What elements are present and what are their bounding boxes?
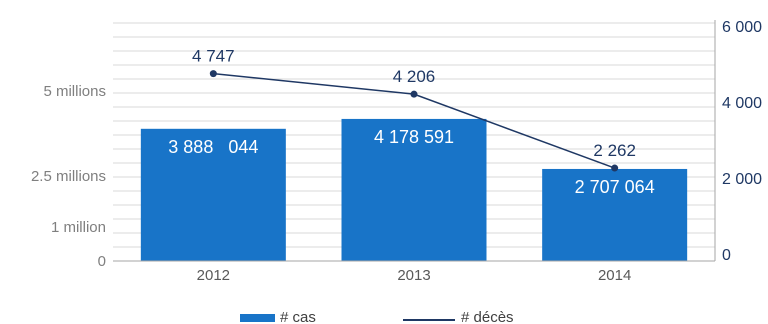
- bar-label-2012: 3 888 044: [168, 137, 258, 157]
- category-labels: 2012 2013 2014: [197, 267, 632, 284]
- deces-point-2014: [611, 164, 619, 172]
- deces-point-2012: [209, 70, 217, 78]
- deces-label-2013: 4 206: [393, 67, 436, 86]
- category-label-2012: 2012: [197, 267, 230, 284]
- right-axis-ticks: 0 2 000 4 000 6 000: [722, 19, 762, 264]
- left-tick-0: 0: [98, 253, 106, 270]
- legend: # cas # décès: [240, 309, 514, 324]
- bar-2012: [140, 128, 286, 261]
- bar-label-2013: 4 178 591: [374, 127, 454, 147]
- line-series-group: 4 747 4 206 2 262: [192, 47, 636, 172]
- bars-group: [140, 118, 688, 261]
- right-tick-1: 2 000: [722, 171, 762, 188]
- deces-label-2012: 4 747: [192, 47, 235, 66]
- bar-labels-group: 3 888 044 4 178 591 2 707 064: [168, 127, 654, 197]
- left-tick-1: 1 million: [51, 219, 106, 236]
- deces-point-2013: [410, 90, 418, 98]
- legend-label-deces: # décès: [461, 309, 514, 324]
- bar-label-2014: 2 707 064: [575, 177, 655, 197]
- legend-swatch-cas: [240, 314, 275, 322]
- right-tick-0: 0: [722, 247, 731, 264]
- category-label-2013: 2013: [397, 267, 430, 284]
- bar-2014: [542, 168, 688, 261]
- left-axis-ticks: 0 1 million 2.5 millions 5 millions: [31, 83, 106, 270]
- left-tick-2: 2.5 millions: [31, 168, 106, 185]
- legend-label-cas: # cas: [280, 309, 316, 324]
- axes-group: [113, 20, 716, 262]
- right-tick-3: 6 000: [722, 19, 762, 36]
- left-tick-3: 5 millions: [43, 83, 106, 100]
- right-tick-2: 4 000: [722, 95, 762, 112]
- category-label-2014: 2014: [598, 267, 631, 284]
- deces-label-2014: 2 262: [593, 141, 636, 160]
- bar-2013: [341, 118, 487, 261]
